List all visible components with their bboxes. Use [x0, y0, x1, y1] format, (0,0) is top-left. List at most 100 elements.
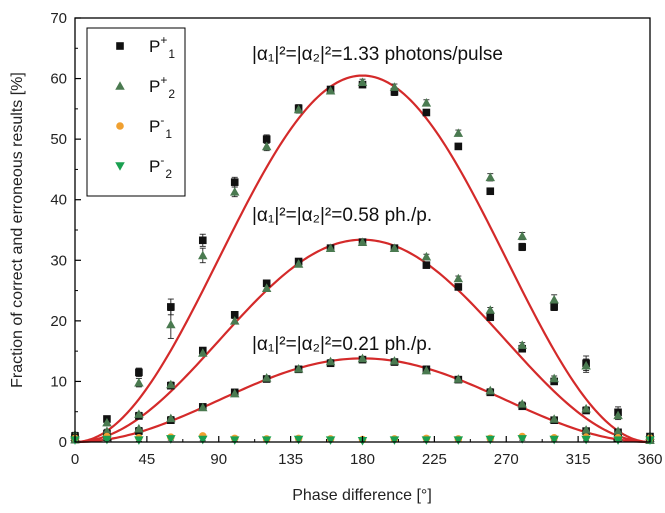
legend-marker — [116, 42, 124, 50]
y-tick-label: 10 — [50, 373, 67, 390]
data-point-P+1-1.33 — [135, 368, 143, 377]
data-point-P+2-0.21 — [293, 363, 304, 373]
data-point-P+2-0.21 — [198, 402, 208, 412]
data-point-P+2-1.33 — [134, 377, 144, 387]
data-point-P+1-1.33 — [422, 108, 431, 117]
legend-label: P+1 — [149, 33, 175, 61]
x-tick-label: 180 — [350, 451, 375, 468]
data-point-P+2-0.58 — [134, 409, 144, 418]
y-tick-label: 30 — [50, 252, 67, 269]
data-point-P+1-0.58 — [262, 279, 271, 288]
data-point-P+2-0.58 — [293, 259, 304, 268]
data-point-P-2-all — [453, 436, 464, 445]
x-tick-label: 45 — [139, 451, 156, 468]
data-point-P+1-1.33 — [454, 142, 463, 151]
data-point-P+2-1.33 — [453, 128, 464, 137]
annotation-label: |α₁|²=|α₂|²=1.33 photons/pulse — [252, 44, 503, 65]
data-point-P+2-0.58 — [517, 340, 527, 349]
data-point-P-2-all — [198, 435, 208, 445]
data-point-P+1-0.58 — [422, 261, 431, 269]
data-point-P-2-all — [421, 436, 432, 445]
x-tick-label: 270 — [494, 451, 519, 468]
data-point-P+2-0.58 — [198, 348, 208, 357]
fit-curve-1.33 — [74, 74, 651, 444]
annotation-label: |α₁|²=|α₂|²=0.21 ph./p. — [252, 334, 432, 355]
y-tick-label: 0 — [59, 434, 67, 451]
data-point-P+2-1.33 — [357, 77, 368, 87]
data-point-P+2-1.33 — [325, 85, 336, 95]
data-point-P+2-0.58 — [102, 426, 112, 435]
data-point-P+2-0.21 — [581, 425, 591, 434]
data-point-P-2-all — [261, 436, 272, 445]
data-point-P+2-1.33 — [102, 417, 112, 427]
data-point-P+1-1.33 — [262, 135, 271, 143]
data-point-P+2-0.21 — [229, 388, 240, 398]
data-point-P+2-0.58 — [261, 283, 272, 292]
data-point-P+2-1.33 — [293, 104, 304, 114]
data-point-P+1-0.58 — [486, 313, 495, 322]
data-point-P-2-all — [389, 436, 400, 445]
data-point-P+2-1.33 — [581, 360, 591, 370]
data-point-P-2-all — [517, 435, 527, 444]
data-point-P+2-1.33 — [421, 98, 432, 107]
data-point-P+2-0.21 — [261, 373, 272, 382]
legend-marker — [116, 122, 124, 130]
data-point-P+2-0.58 — [166, 379, 176, 389]
x-tick-label: 135 — [278, 451, 303, 468]
data-point-P+2-0.58 — [421, 251, 432, 261]
data-point-P+2-0.58 — [581, 403, 591, 413]
data-point-P+2-0.58 — [485, 305, 496, 314]
data-point-P+1-1.33 — [230, 178, 239, 186]
y-axis-ticks: 0 10 20 30 40 50 60 70 — [50, 10, 81, 451]
data-point-P-2-all — [613, 436, 623, 445]
data-point-P+1-1.33 — [486, 187, 495, 196]
data-point-P+2-1.33 — [517, 231, 527, 240]
data-point-P+1-1.33 — [390, 88, 399, 96]
data-point-P+2-0.21 — [166, 413, 176, 423]
data-point-P+2-1.33 — [198, 250, 208, 260]
data-point-P+2-0.21 — [389, 356, 400, 365]
data-point-P+1-0.58 — [454, 283, 463, 291]
x-tick-label: 0 — [71, 451, 79, 468]
data-point-P+2-0.21 — [517, 399, 527, 408]
data-point-P+1-1.33 — [198, 236, 207, 245]
data-point-P+2-1.33 — [229, 187, 240, 196]
x-tick-label: 225 — [422, 451, 447, 468]
data-point-P+2-1.33 — [166, 319, 176, 329]
data-point-P-2-all — [293, 435, 304, 445]
data-point-P+2-0.58 — [549, 373, 559, 383]
data-point-P+2-1.33 — [389, 82, 400, 91]
data-point-P+2-1.33 — [261, 141, 272, 151]
data-point-P-2-all — [166, 435, 176, 444]
x-axis-ticks: 0 45 90 135 180 225 270 315 360 — [71, 436, 663, 468]
data-point-P+2-0.58 — [389, 243, 400, 252]
data-point-P-2-all — [134, 436, 144, 445]
legend-marker — [115, 81, 125, 90]
x-tick-label: 360 — [637, 451, 662, 468]
data-point-P+2-1.33 — [613, 410, 623, 420]
data-points — [70, 77, 655, 446]
data-point-P+2-0.21 — [453, 374, 464, 383]
data-point-P-2-all — [485, 435, 496, 445]
y-axis-title: Fraction of correct and erroneous result… — [9, 72, 26, 388]
data-point-P+2-0.58 — [357, 237, 368, 246]
annotations: |α₁|²=|α₂|²=1.33 photons/pulse |α₁|²=|α₂|… — [252, 44, 503, 355]
y-tick-label: 60 — [50, 71, 67, 88]
legend-marker — [115, 162, 125, 171]
data-point-P+2-1.33 — [485, 172, 496, 182]
data-point-P+2-0.21 — [485, 385, 496, 395]
annotation-label: |α₁|²=|α₂|²=0.58 ph./p. — [252, 205, 432, 226]
data-point-P+2-0.58 — [453, 273, 464, 283]
x-tick-label: 315 — [566, 451, 591, 468]
data-point-P+2-0.21 — [325, 356, 336, 366]
data-point-P+1-1.33 — [518, 243, 527, 251]
y-tick-label: 50 — [50, 131, 67, 148]
data-point-P-2-all — [581, 435, 591, 445]
data-point-P+2-0.21 — [134, 423, 144, 433]
y-tick-label: 70 — [50, 10, 67, 27]
data-point-P+2-0.21 — [357, 353, 368, 363]
data-point-P+2-0.21 — [421, 365, 432, 375]
data-point-P-2-all — [549, 435, 559, 445]
data-point-P-2-all — [325, 436, 336, 445]
